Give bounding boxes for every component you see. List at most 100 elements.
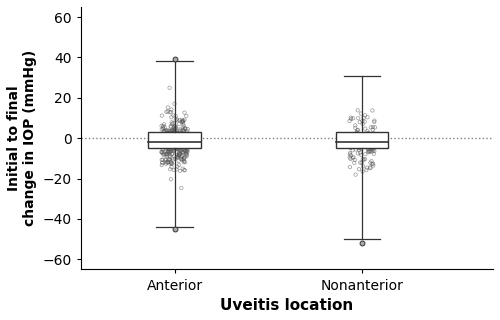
- Point: [346, 145, 354, 150]
- Point: [177, 155, 185, 160]
- Point: [164, 144, 172, 149]
- Point: [174, 152, 182, 157]
- Point: [369, 145, 377, 150]
- Point: [170, 125, 178, 130]
- Point: [371, 125, 379, 130]
- Point: [370, 118, 378, 123]
- Point: [178, 149, 186, 154]
- Point: [169, 148, 177, 153]
- Point: [368, 127, 376, 132]
- Point: [172, 141, 179, 146]
- Point: [347, 138, 355, 143]
- Point: [160, 136, 168, 141]
- Point: [360, 138, 368, 143]
- Point: [165, 150, 173, 155]
- Point: [360, 131, 368, 136]
- Point: [174, 132, 182, 138]
- Point: [170, 129, 178, 134]
- Point: [159, 139, 167, 144]
- Point: [182, 150, 190, 155]
- Point: [168, 128, 176, 133]
- Point: [367, 125, 375, 130]
- Point: [170, 139, 177, 144]
- Point: [174, 154, 182, 159]
- Point: [366, 133, 374, 138]
- Point: [352, 138, 360, 143]
- Point: [166, 135, 173, 140]
- Point: [166, 124, 174, 129]
- Point: [174, 131, 182, 136]
- Point: [166, 157, 173, 162]
- Point: [170, 136, 178, 141]
- Point: [169, 139, 177, 144]
- Point: [169, 132, 177, 137]
- Point: [354, 141, 362, 147]
- Point: [364, 150, 372, 155]
- Point: [163, 143, 171, 148]
- Point: [164, 140, 172, 145]
- Point: [352, 147, 360, 152]
- Point: [161, 128, 169, 133]
- Point: [358, 121, 366, 126]
- Point: [170, 129, 178, 134]
- Point: [166, 137, 173, 142]
- Point: [176, 168, 184, 173]
- Point: [167, 177, 175, 182]
- Point: [179, 119, 187, 124]
- Point: [162, 160, 170, 165]
- Point: [180, 128, 188, 133]
- Point: [172, 116, 180, 122]
- Point: [166, 144, 173, 149]
- Point: [160, 151, 168, 156]
- Point: [182, 154, 190, 159]
- Point: [364, 148, 372, 153]
- Point: [164, 160, 172, 165]
- Point: [164, 149, 172, 154]
- Point: [359, 164, 367, 169]
- Point: [172, 125, 179, 131]
- Point: [352, 130, 360, 135]
- Point: [166, 167, 174, 172]
- Point: [180, 148, 188, 153]
- Point: [168, 152, 176, 157]
- Point: [178, 156, 186, 162]
- Point: [167, 124, 175, 130]
- Point: [178, 117, 186, 123]
- Point: [176, 148, 184, 153]
- Point: [173, 137, 181, 142]
- Point: [172, 139, 179, 144]
- Point: [180, 168, 188, 173]
- Point: [174, 146, 182, 151]
- Point: [354, 136, 362, 141]
- Point: [181, 133, 189, 138]
- Point: [346, 150, 354, 156]
- Point: [158, 145, 166, 150]
- Point: [366, 160, 374, 165]
- Point: [160, 129, 168, 134]
- Point: [159, 125, 167, 130]
- Point: [370, 163, 378, 168]
- Point: [160, 125, 168, 130]
- Point: [171, 141, 179, 147]
- Point: [174, 144, 182, 149]
- Point: [180, 123, 188, 128]
- Point: [170, 135, 178, 140]
- Point: [180, 158, 188, 164]
- Point: [160, 144, 168, 149]
- Point: [366, 148, 374, 154]
- Point: [180, 121, 188, 126]
- Point: [161, 136, 169, 141]
- Point: [348, 144, 356, 149]
- Point: [159, 136, 167, 141]
- Point: [182, 137, 190, 142]
- Point: [166, 138, 173, 143]
- Point: [175, 151, 183, 156]
- Point: [159, 147, 167, 152]
- Point: [359, 138, 367, 143]
- Point: [180, 143, 188, 148]
- Point: [170, 128, 178, 133]
- Point: [168, 146, 176, 151]
- Point: [360, 157, 368, 162]
- Point: [180, 135, 188, 140]
- Point: [349, 116, 357, 121]
